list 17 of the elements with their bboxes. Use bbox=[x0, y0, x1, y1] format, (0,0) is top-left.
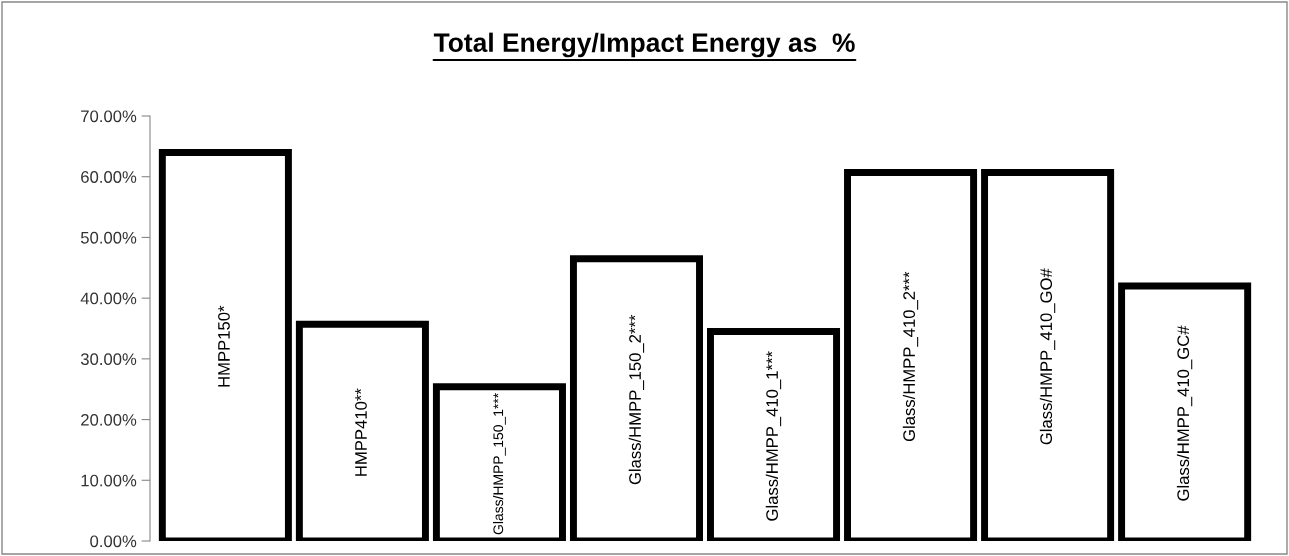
x-tick-label: Glass/HMPP_410_GO# bbox=[1039, 268, 1056, 445]
x-tick-label: Glass/HMPP_150_1*** bbox=[492, 393, 506, 535]
y-tick-label: 70.00% bbox=[81, 110, 137, 123]
x-tick-label: HMPP150* bbox=[218, 305, 230, 387]
x-tick-label: HMPP410** bbox=[355, 388, 367, 476]
chart-title: Total Energy/Impact Energy as % bbox=[433, 32, 855, 58]
y-tick-label: 20.00% bbox=[81, 413, 137, 426]
y-tick-label: 40.00% bbox=[80, 292, 137, 305]
x-tick-label: Glass/HMPP_150_2*** bbox=[628, 314, 645, 485]
y-tick-label: 30.00% bbox=[80, 353, 137, 366]
y-tick-label: 50.00% bbox=[80, 231, 137, 244]
x-tick-label: Glass/HMPP_410_2*** bbox=[902, 271, 919, 442]
y-tick-label: 10.00% bbox=[81, 474, 137, 487]
y-tick-label: 0.00% bbox=[90, 535, 137, 548]
x-tick-label: Glass/HMPP_410_1*** bbox=[765, 351, 782, 521]
y-tick-label: 60.00% bbox=[81, 171, 137, 183]
x-tick-label: Glass/HMPP_410_GC# bbox=[1176, 325, 1193, 501]
